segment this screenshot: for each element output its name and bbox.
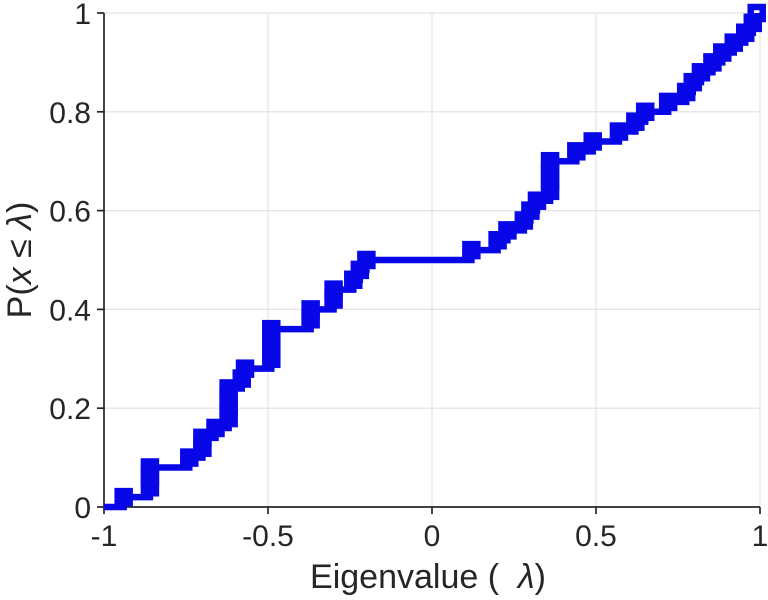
data-point-square-marker [114,487,133,507]
data-point-square-marker [658,92,678,112]
y-axis-label-text: ) [1,201,39,214]
data-point-square-marker [357,250,376,270]
data-point-square-marker [193,428,212,448]
x-axis-label-text: ) [534,558,546,596]
data-point-square-marker [488,230,507,250]
data-point-square-marker [567,142,586,161]
data-point-square-marker [301,300,320,319]
x-tick-label: 1 [752,520,768,553]
y-tick-label: 0.2 [49,393,91,426]
x-tick-label: -1 [91,520,118,553]
data-point-square-marker [219,379,238,398]
x-tick-label: -0.5 [242,520,294,553]
y-axis-label-text: P( [1,284,39,319]
x-tick-label: 0.5 [575,520,617,553]
y-axis-label: P(x ≤ λ) [1,201,39,319]
x-axis-label-text: Eigenvalue ( [310,558,518,596]
data-point-square-marker [462,240,481,260]
data-point-square-marker [324,280,343,299]
x-axis-label: Eigenvalue ( λ) [310,560,546,594]
y-tick-label: 1 [74,0,91,31]
data-point-square-marker [527,191,547,210]
data-point-square-marker [747,3,766,23]
y-axis-label-text: λ [1,213,39,230]
y-tick-label: 0.8 [49,97,91,130]
y-tick-label: 0.6 [49,196,91,229]
x-tick-label: 0 [424,520,441,553]
data-point-square-marker [583,132,602,151]
y-axis-label-text: ≤ [1,229,39,268]
data-point-square-marker [713,43,732,62]
data-point-square-marker [540,151,560,171]
data-point-square-marker [724,33,744,52]
data-point-square-marker [206,418,225,438]
data-point-square-marker [635,102,655,122]
data-point-square-marker [498,221,517,240]
data-point-square-marker [235,359,255,378]
data-point-square-marker [626,112,645,131]
y-axis-label-text: x [1,267,39,285]
y-tick-label: 0.4 [49,294,91,327]
data-point-square-marker [140,458,160,477]
data-point-square-marker [262,319,281,339]
data-point-square-marker [180,448,199,467]
data-point-square-marker [691,63,711,82]
data-point-square-marker [609,122,629,141]
data-point-square-marker [703,53,722,72]
y-tick-label: 0 [74,492,91,525]
x-axis-label-text: λ [517,558,535,596]
